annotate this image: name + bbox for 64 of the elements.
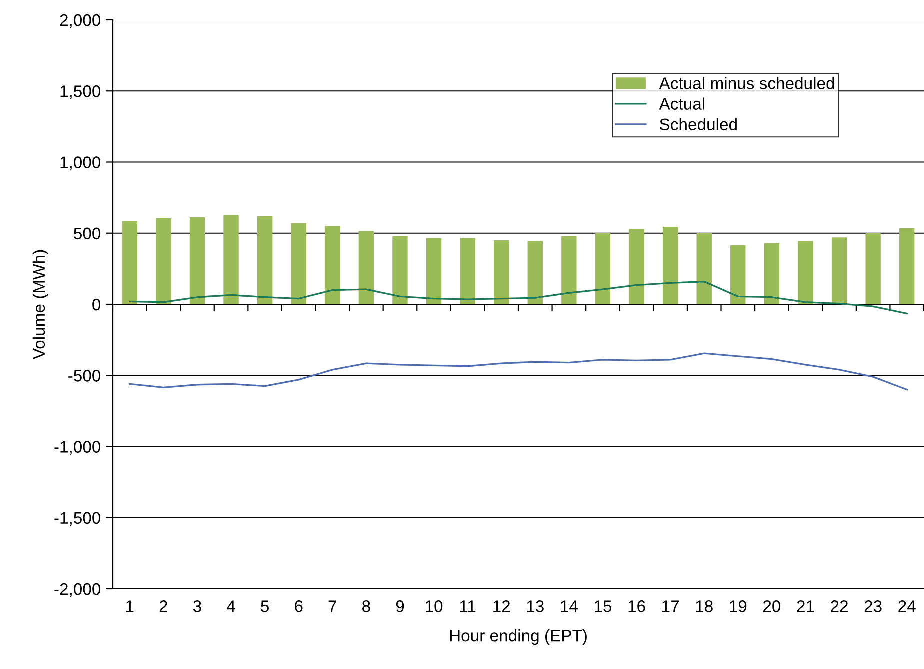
line-series [129,280,908,315]
x-tick-label: 3 [193,600,202,612]
x-tick-label: 14 [561,600,578,612]
x-tick-label: 4 [227,600,236,612]
bar [460,238,476,304]
bar [629,229,644,304]
x-tick-label: 8 [362,600,370,612]
bar [798,241,814,304]
bar [156,218,172,304]
bar [730,245,746,304]
x-tick-label: 18 [696,600,713,612]
bar [528,241,543,304]
bar [358,231,374,304]
y-tick-label: -1,500 [54,512,101,526]
legend-label: Actual [659,98,704,110]
bar [900,228,915,304]
bar [832,238,848,304]
y-tick-label: -2,000 [54,583,101,598]
legend-label: Scheduled [660,118,737,130]
x-axis-title: Hour ending (EPT) [450,630,587,646]
bar [662,226,678,304]
y-tick-label: -500 [68,370,101,382]
legend-label: Actual minus scheduled [659,77,834,90]
bar [224,215,239,304]
bar [866,233,881,304]
x-tick-label: 10 [426,600,443,612]
y-tick-label: 500 [74,228,101,240]
bar [696,233,712,304]
bar [764,243,780,304]
x-tick-label: 2 [160,600,168,612]
x-tick-label: 7 [328,600,336,612]
x-tick-label: 22 [831,600,848,612]
bar [257,216,273,304]
x-tick-label: 17 [662,600,679,612]
x-tick-label: 15 [594,600,612,612]
x-tick-label: 20 [764,600,781,612]
x-tick-label: 13 [527,600,544,612]
bar [426,238,442,304]
bar [562,236,577,304]
line-series [129,352,908,391]
x-tick-label: 16 [628,600,646,612]
bar [595,233,611,304]
x-tick-label: 9 [396,600,404,612]
x-tick-label: 6 [295,600,303,612]
bar [325,226,340,304]
y-tick-label: -1,000 [54,441,101,455]
y-tick-label: 2,000 [60,14,101,28]
bar [494,240,510,304]
y-tick-label: 1,000 [60,156,101,170]
x-tick-label: 23 [864,600,882,612]
x-tick-label: 24 [898,600,916,612]
y-axis-title: Volume (MWh) [32,250,48,360]
x-tick-label: 11 [460,600,476,612]
x-tick-label: 5 [261,600,269,612]
x-tick-label: 21 [797,600,814,612]
bar [392,236,408,304]
y-tick-label: 0 [92,298,101,311]
x-tick-label: 19 [730,600,747,612]
y-tick-label: 1,500 [60,86,101,100]
x-tick-label: 12 [494,600,510,612]
x-tick-label: 1 [126,600,134,612]
bar [291,223,306,304]
bar [122,221,138,304]
bar [190,217,206,304]
